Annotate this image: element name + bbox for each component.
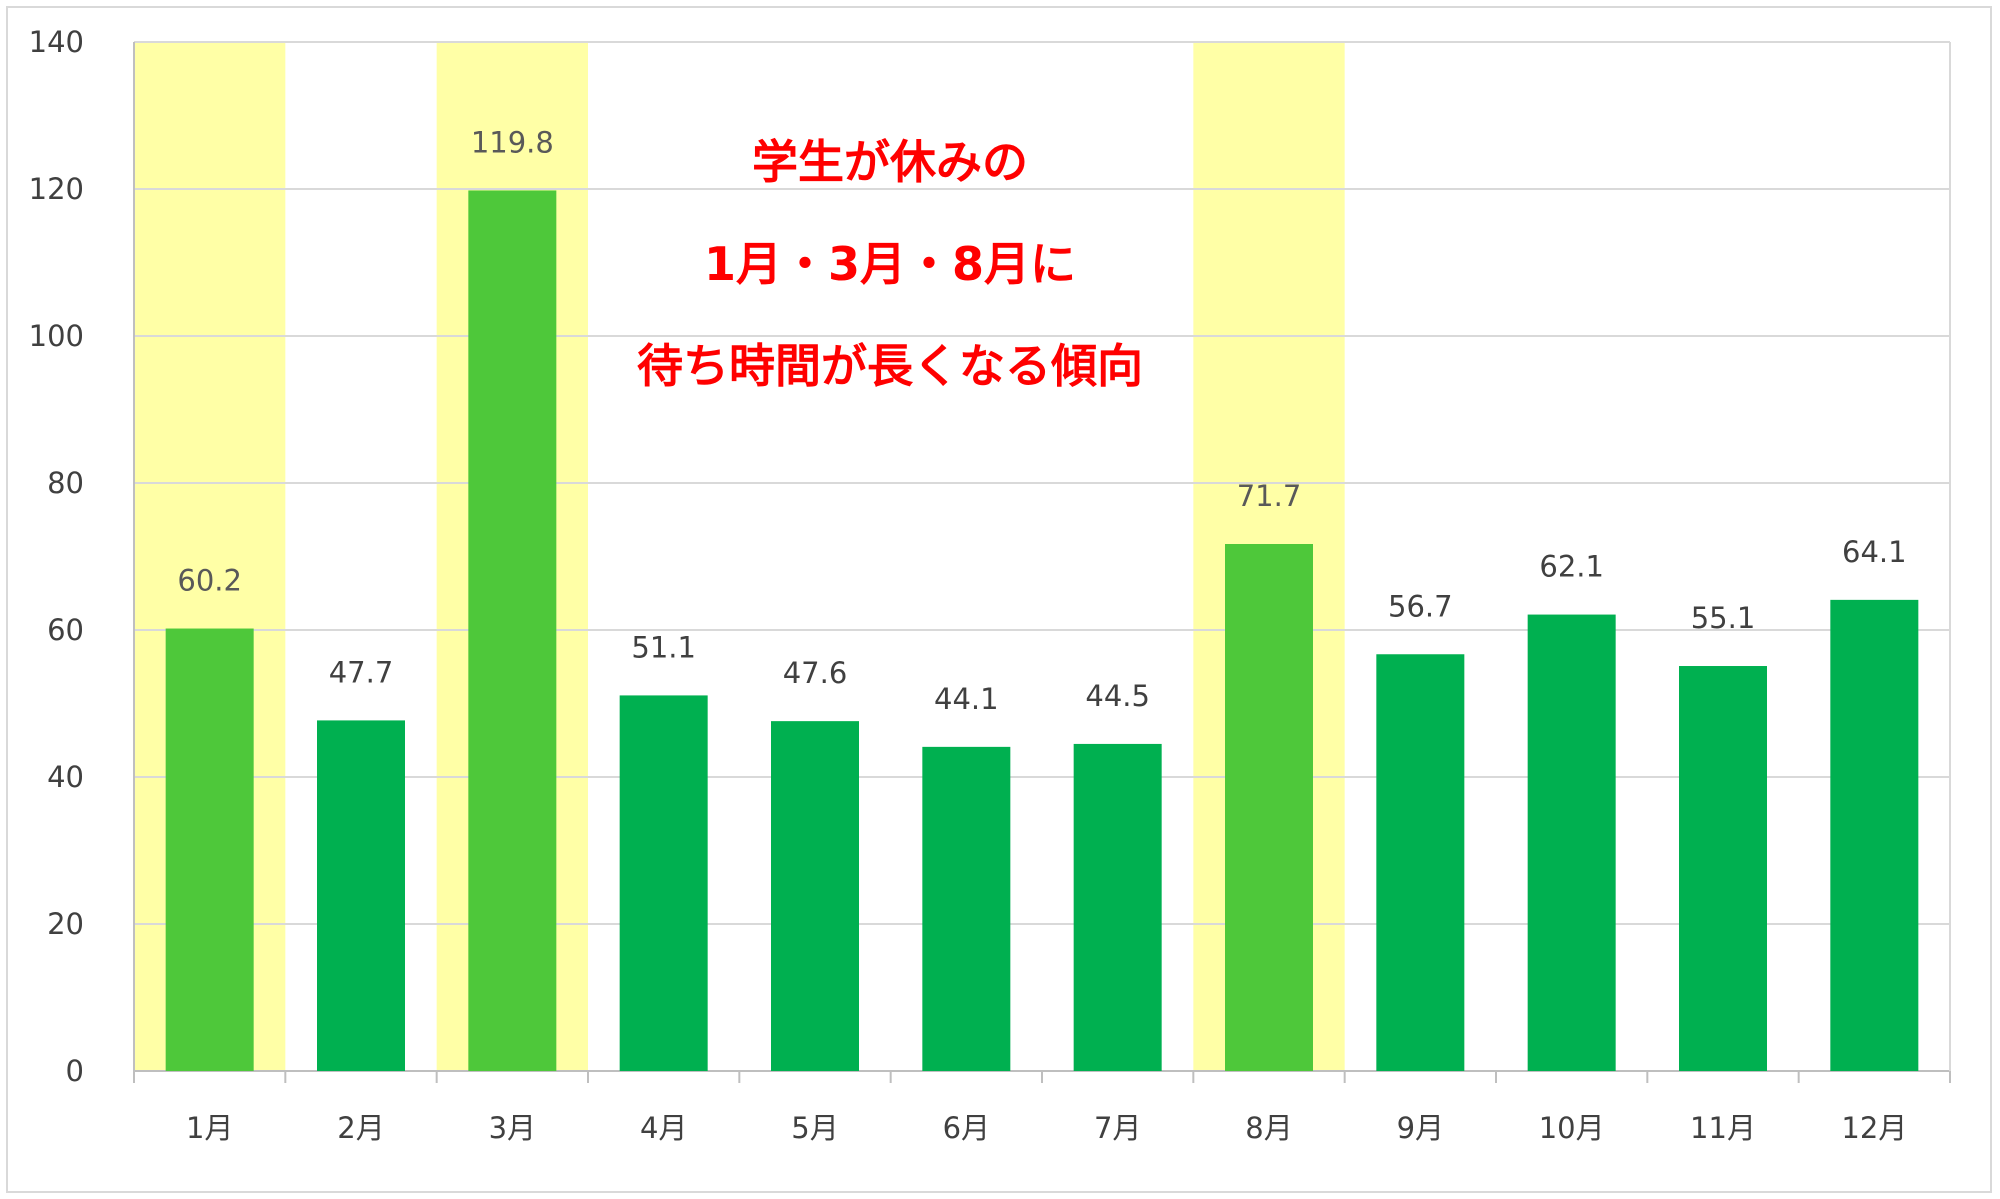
- data-label-9: 56.7: [1388, 589, 1453, 623]
- data-label-8: 71.7: [1237, 479, 1302, 513]
- y-tick-label: 40: [47, 760, 84, 794]
- data-label-3: 119.8: [471, 125, 554, 159]
- x-tick-label: 10月: [1539, 1111, 1605, 1145]
- x-tick-label: 9月: [1397, 1111, 1444, 1145]
- data-label-12: 64.1: [1842, 535, 1907, 569]
- x-tick-label: 7月: [1094, 1111, 1141, 1145]
- bar-4: [619, 695, 708, 1071]
- annotation-line-3: 待ち時間が長くなる傾向: [637, 339, 1143, 393]
- data-label-11: 55.1: [1691, 601, 1756, 635]
- bars: [165, 190, 1919, 1072]
- data-label-6: 44.1: [934, 682, 999, 716]
- x-tick-label: 1月: [186, 1111, 233, 1145]
- annotation-line-1: 学生が休みの: [752, 135, 1028, 189]
- bar-10: [1527, 614, 1616, 1071]
- data-label-5: 47.6: [783, 656, 848, 690]
- data-label-7: 44.5: [1085, 679, 1150, 713]
- x-tick-label: 3月: [489, 1111, 536, 1145]
- y-tick-label: 0: [66, 1054, 84, 1088]
- y-tick-label: 140: [29, 25, 84, 59]
- annotation-line-2: 1月・3月・8月に: [704, 237, 1076, 291]
- data-label-1: 60.2: [177, 564, 242, 598]
- y-tick-label: 120: [29, 172, 84, 206]
- annotation: 学生が休みの 1月・3月・8月に 待ち時間が長くなる傾向: [637, 135, 1143, 393]
- bar-5: [771, 721, 859, 1071]
- highlight-bands: [134, 42, 1345, 1071]
- bar-12: [1830, 599, 1919, 1071]
- data-label-10: 62.1: [1539, 550, 1604, 584]
- bar-8: [1225, 544, 1313, 1071]
- x-tick-label: 8月: [1245, 1111, 1292, 1145]
- x-tick-label: 12月: [1841, 1111, 1907, 1145]
- bar-9: [1376, 654, 1465, 1071]
- bar-11: [1679, 666, 1767, 1071]
- bar-6: [922, 746, 1011, 1071]
- bar-3: [468, 190, 557, 1072]
- x-tick-label: 6月: [943, 1111, 990, 1145]
- y-tick-label: 20: [47, 907, 84, 941]
- data-label-4: 51.1: [631, 630, 696, 664]
- data-labels: 60.2 47.7 119.8 51.1 47.6 44.1 44.5 71.7 56.7 62.…: [177, 125, 1906, 715]
- x-tick-label: 4月: [640, 1111, 687, 1145]
- data-label-2: 47.7: [329, 655, 394, 689]
- x-tick-label: 5月: [791, 1111, 838, 1145]
- x-tick-label: 2月: [337, 1111, 384, 1145]
- x-tick-label: 11月: [1690, 1111, 1756, 1145]
- grid-lines: [134, 41, 1951, 1072]
- bar-1: [165, 628, 254, 1071]
- y-tick-label: 60: [47, 613, 84, 647]
- bar-2: [317, 720, 405, 1071]
- bar-7: [1073, 743, 1162, 1071]
- y-tick-label: 80: [47, 466, 84, 500]
- axes: 0 20 40 60 80 100 120 140 1月 2月 3月 4月 5月 6月 7月 8月 9月 10月 1…: [29, 25, 1951, 1145]
- y-tick-label: 100: [29, 319, 84, 353]
